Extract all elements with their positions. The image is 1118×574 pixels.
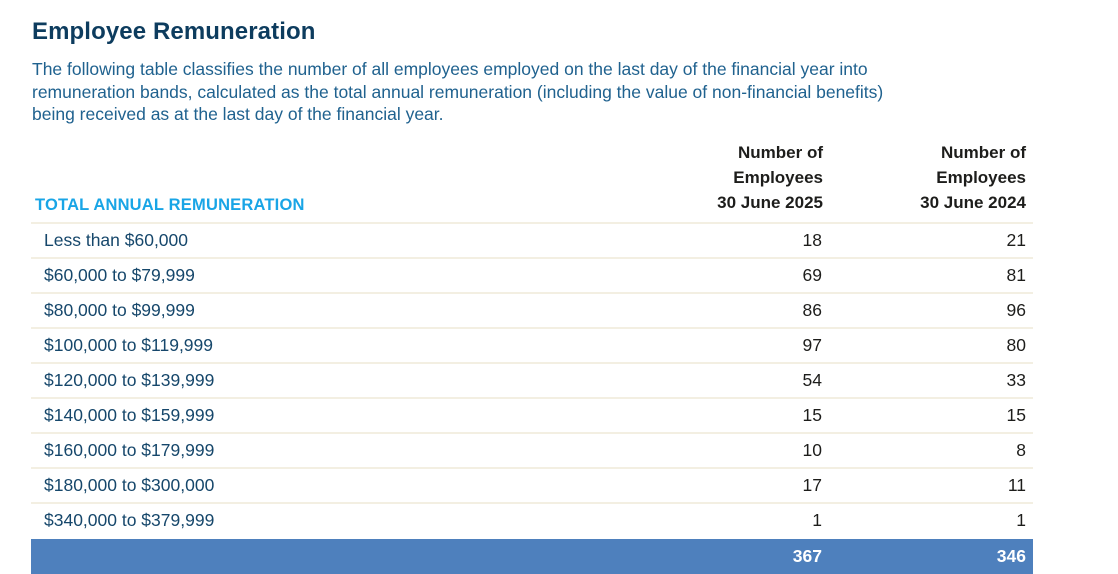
employees-2025-cell: 10 [591, 431, 823, 468]
intro-line-1: The following table classifies the numbe… [32, 59, 868, 79]
band-cell: $140,000 to $159,999 [31, 396, 591, 433]
remuneration-table: TOTAL ANNUAL REMUNERATION Number of Empl… [31, 140, 1033, 574]
band-cell: $340,000 to $379,999 [31, 501, 591, 538]
band-cell: $180,000 to $300,000 [31, 466, 591, 503]
column-header-employees-2025: Number of Employees 30 June 2025 [717, 142, 823, 212]
total-employees-2024: 346 [823, 536, 1033, 574]
table-row: $100,000 to $119,999 97 80 [31, 326, 1033, 363]
employees-2024-cell: 8 [823, 431, 1033, 468]
band-cell: $160,000 to $179,999 [31, 431, 591, 468]
band-cell: $60,000 to $79,999 [31, 256, 591, 293]
employees-2025-cell: 17 [591, 466, 823, 503]
column-header-employees-2024: Number of Employees 30 June 2024 [920, 142, 1026, 212]
table-header: TOTAL ANNUAL REMUNERATION Number of Empl… [31, 140, 1033, 223]
employees-2025-cell: 69 [591, 256, 823, 293]
band-cell: $80,000 to $99,999 [31, 291, 591, 328]
table-footer: 367 346 [31, 536, 1033, 574]
employees-2024-cell: 80 [823, 326, 1033, 363]
employees-2024-cell: 15 [823, 396, 1033, 433]
total-label-cell [31, 536, 591, 574]
column-header-band: TOTAL ANNUAL REMUNERATION [35, 195, 305, 214]
employees-2025-cell: 86 [591, 291, 823, 328]
intro-line-3: being received as at the last day of the… [32, 104, 444, 124]
employees-2025-cell: 15 [591, 396, 823, 433]
table-row: $160,000 to $179,999 10 8 [31, 431, 1033, 468]
employees-2025-cell: 18 [591, 221, 823, 258]
employees-2025-cell: 54 [591, 361, 823, 398]
table-body: Less than $60,000 18 21 $60,000 to $79,9… [31, 221, 1033, 538]
employees-2025-cell: 97 [591, 326, 823, 363]
employees-2024-cell: 11 [823, 466, 1033, 503]
table-row: $80,000 to $99,999 86 96 [31, 291, 1033, 328]
total-employees-2025: 367 [591, 536, 823, 574]
band-cell: $120,000 to $139,999 [31, 361, 591, 398]
intro-paragraph: The following table classifies the numbe… [32, 58, 1118, 126]
employees-2024-cell: 96 [823, 291, 1033, 328]
employees-2024-cell: 33 [823, 361, 1033, 398]
employees-2024-cell: 21 [823, 221, 1033, 258]
band-cell: $100,000 to $119,999 [31, 326, 591, 363]
band-cell: Less than $60,000 [31, 221, 591, 258]
page-title: Employee Remuneration [32, 18, 316, 45]
employees-2025-cell: 1 [591, 501, 823, 538]
table-row: Less than $60,000 18 21 [31, 221, 1033, 258]
employees-2024-cell: 1 [823, 501, 1033, 538]
table-row: $120,000 to $139,999 54 33 [31, 361, 1033, 398]
table-row: $340,000 to $379,999 1 1 [31, 501, 1033, 538]
header-row: TOTAL ANNUAL REMUNERATION Number of Empl… [31, 140, 1033, 223]
table-row: $60,000 to $79,999 69 81 [31, 256, 1033, 293]
intro-line-2: remuneration bands, calculated as the to… [32, 81, 884, 102]
table-row: $180,000 to $300,000 17 11 [31, 466, 1033, 503]
employees-2024-cell: 81 [823, 256, 1033, 293]
table-row: $140,000 to $159,999 15 15 [31, 396, 1033, 433]
total-row: 367 346 [31, 536, 1033, 574]
